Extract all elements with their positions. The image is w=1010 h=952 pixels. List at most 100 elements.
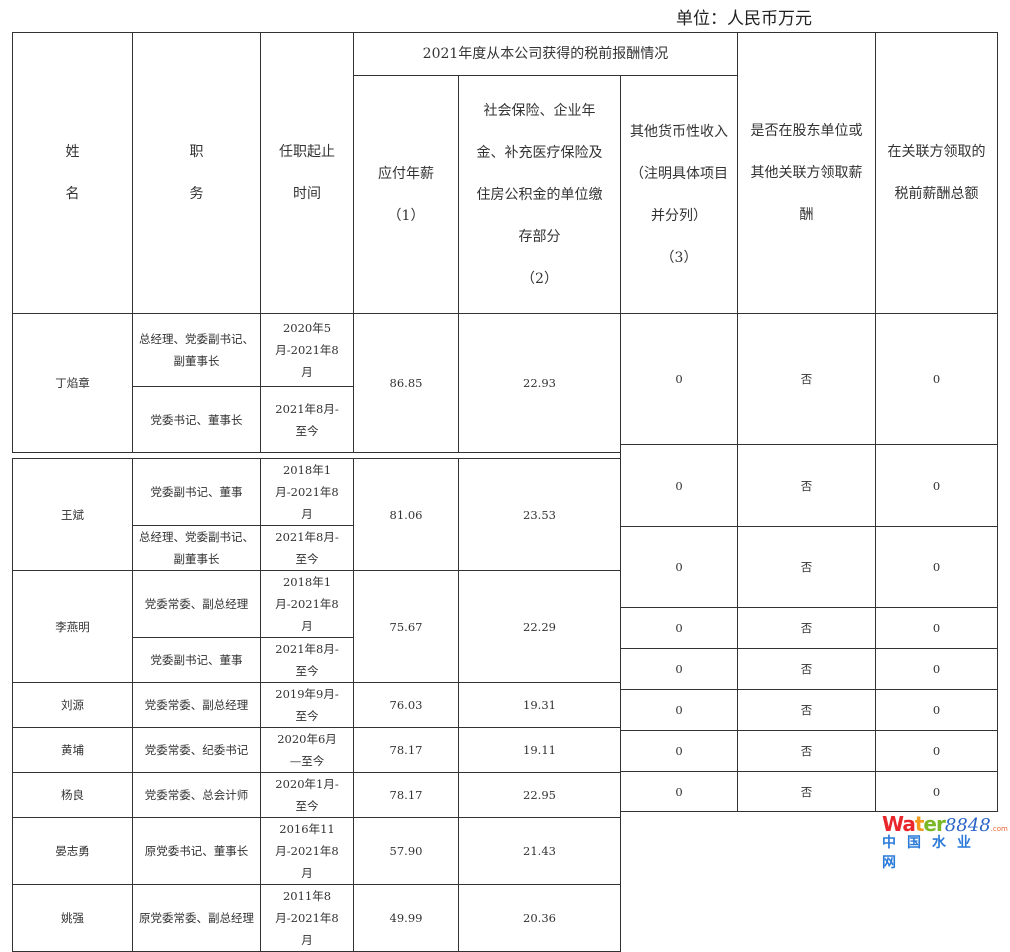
header-term: 任职起止时间 [260, 32, 354, 314]
insurance-cell: 22.95 [458, 772, 621, 818]
name-cell: 晏志勇 [12, 817, 133, 885]
header-salary: 应付年薪 （1） [353, 75, 459, 314]
unit-label: 单位：人民币万元 [676, 9, 812, 29]
name-cell: 李燕明 [12, 570, 133, 683]
name-cell: 丁焰章 [12, 313, 133, 453]
name-cell: 王斌 [12, 458, 133, 571]
related-total-cell: 0 [875, 526, 998, 608]
table-header: 姓 名 职 务 任职起止时间 2021年度从本公司获得的税前报酬情况 是否在股东… [12, 32, 998, 314]
header-name: 姓 名 [12, 32, 133, 314]
other-income-cell: 0 [620, 313, 738, 445]
other-income-cell: 0 [620, 730, 738, 772]
shareholder-cell: 否 [737, 526, 876, 608]
table-row: 杨良 党委常委、总会计师 2020年1月-至今 78.17 22.95 [12, 772, 621, 818]
header-position: 职 务 [132, 32, 261, 314]
table-row: 党委书记、董事长 2021年8月-至今 [13, 386, 621, 453]
header-shareholder: 是否在股东单位或其他关联方领取薪酬 [737, 32, 876, 314]
salary-cell: 86.85 [353, 313, 459, 453]
term-cell: 2021年8月-至今 [260, 525, 354, 571]
shareholder-cell: 否 [737, 689, 876, 731]
position-cell: 党委副书记、董事 [132, 637, 261, 683]
term-cell: 2020年5月-2021年8月 [260, 313, 354, 387]
other-income-cell: 0 [620, 444, 738, 527]
table-row: 李燕明 党委常委、副总经理 2018年1月-2021年8月 75.67 22.29 [12, 570, 621, 683]
table-row: 姚强 原党委常委、副总经理 2011年8月-2021年8月 49.99 20.36 [12, 884, 621, 952]
insurance-cell: 20.36 [458, 884, 621, 952]
table-row: 刘源 党委常委、副总经理 2019年9月-至今 76.03 19.31 [12, 682, 621, 728]
shareholder-cell: 否 [737, 771, 876, 812]
header-group: 2021年度从本公司获得的税前报酬情况 [353, 32, 738, 76]
related-total-cell: 0 [875, 648, 998, 690]
insurance-cell: 19.11 [458, 727, 621, 773]
salary-cell: 57.90 [353, 817, 459, 885]
position-cell: 原党委书记、董事长 [132, 817, 261, 885]
watermark-logo: Water8848.com 中国水业网 [882, 812, 1008, 871]
table-row: 黄埔 党委常委、纪委书记 2020年6月—至今 78.17 19.11 [12, 727, 621, 773]
position-cell: 党委书记、董事长 [132, 386, 261, 453]
position-cell: 总经理、党委副书记、副董事长 [132, 313, 261, 387]
salary-cell: 81.06 [353, 458, 459, 571]
other-income-cell: 0 [620, 607, 738, 649]
header-other: 其他货币性收入（注明具体项目并分列） （3） [620, 75, 738, 314]
salary-cell: 76.03 [353, 682, 459, 728]
table-row: 总经理、党委副书记、副董事长 2021年8月-至今 [13, 525, 621, 571]
name-cell: 杨良 [12, 772, 133, 818]
position-cell: 党委常委、副总经理 [132, 682, 261, 728]
table-row: 王斌 党委副书记、董事 2018年1月-2021年8月 81.06 23.53 [12, 458, 621, 571]
shareholder-cell: 否 [737, 648, 876, 690]
term-cell: 2020年1月-至今 [260, 772, 354, 818]
insurance-cell: 22.93 [458, 313, 621, 453]
table-row: 丁焰章 总经理、党委副书记、副董事长 2020年5月-2021年8月 86.85 22.… [12, 313, 621, 453]
salary-cell: 78.17 [353, 772, 459, 818]
related-total-cell: 0 [875, 444, 998, 527]
term-cell: 2011年8月-2021年8月 [260, 884, 354, 952]
related-total-cell: 0 [875, 689, 998, 731]
insurance-cell: 23.53 [458, 458, 621, 571]
related-total-cell: 0 [875, 607, 998, 649]
table-row: 晏志勇 原党委书记、董事长 2016年11月-2021年8月 57.90 21.43 [12, 817, 621, 885]
other-income-cell: 0 [620, 771, 738, 812]
term-cell: 2020年6月—至今 [260, 727, 354, 773]
position-cell: 党委副书记、董事 [132, 458, 261, 526]
term-cell: 2018年1月-2021年8月 [260, 458, 354, 526]
term-cell: 2021年8月-至今 [260, 386, 354, 453]
position-cell: 党委常委、总会计师 [132, 772, 261, 818]
salary-cell: 78.17 [353, 727, 459, 773]
insurance-cell: 19.31 [458, 682, 621, 728]
shareholder-cell: 否 [737, 730, 876, 772]
position-cell: 党委常委、纪委书记 [132, 727, 261, 773]
other-income-cell: 0 [620, 689, 738, 731]
table-row: 党委副书记、董事 2021年8月-至今 [13, 637, 621, 683]
position-cell: 原党委常委、副总经理 [132, 884, 261, 952]
insurance-cell: 21.43 [458, 817, 621, 885]
name-cell: 刘源 [12, 682, 133, 728]
position-cell: 党委常委、副总经理 [132, 570, 261, 638]
header-related-total: 在关联方领取的税前薪酬总额 [875, 32, 998, 314]
salary-cell: 49.99 [353, 884, 459, 952]
header-insurance: 社会保险、企业年金、补充医疗保险及住房公积金的单位缴存部分 （2） [458, 75, 621, 314]
salary-cell: 75.67 [353, 570, 459, 683]
term-cell: 2019年9月-至今 [260, 682, 354, 728]
term-cell: 2021年8月-至今 [260, 637, 354, 683]
related-total-cell: 0 [875, 730, 998, 772]
term-cell: 2016年11月-2021年8月 [260, 817, 354, 885]
shareholder-cell: 否 [737, 607, 876, 649]
name-cell: 黄埔 [12, 727, 133, 773]
shareholder-cell: 否 [737, 444, 876, 527]
other-income-cell: 0 [620, 526, 738, 608]
shareholder-cell: 否 [737, 313, 876, 445]
name-cell: 姚强 [12, 884, 133, 952]
related-total-cell: 0 [875, 313, 998, 445]
insurance-cell: 22.29 [458, 570, 621, 683]
table-body-left: 丁焰章 总经理、党委副书记、副董事长 2020年5月-2021年8月 86.85 22.… [12, 313, 621, 952]
position-cell: 总经理、党委副书记、副董事长 [132, 525, 261, 571]
related-total-cell: 0 [875, 771, 998, 812]
